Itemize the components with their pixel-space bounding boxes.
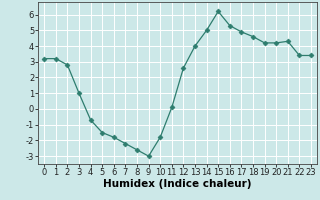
X-axis label: Humidex (Indice chaleur): Humidex (Indice chaleur) [103, 179, 252, 189]
